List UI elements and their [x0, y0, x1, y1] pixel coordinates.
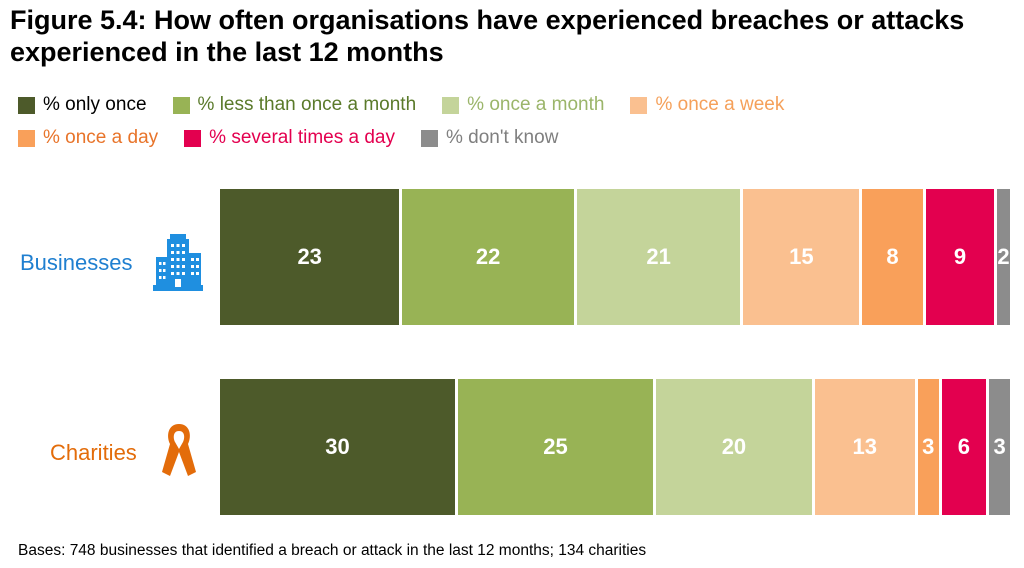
legend-swatch — [18, 129, 35, 147]
bar-value-label: 2 — [997, 244, 1010, 269]
legend-swatch — [18, 96, 35, 114]
bar-segment-businesses-several-times-a-day: 9 — [925, 189, 995, 325]
chart-title: Figure 5.4: How often organisations have… — [10, 5, 965, 67]
bar-row-businesses: 23 22 21 15 8 9 2 — [220, 189, 1013, 325]
bar-segment-charities-once-a-week: 13 — [814, 379, 915, 515]
bar-segment-businesses-only-once: 23 — [220, 189, 400, 325]
legend-label: % don't know — [446, 127, 559, 148]
bar-segment-businesses-once-a-week: 15 — [743, 189, 860, 325]
legend-row-1: % only once % less than once a month % o… — [18, 94, 810, 116]
awareness-ribbon-icon — [162, 424, 196, 476]
bar-value-label: 8 — [886, 244, 899, 269]
legend-swatch — [421, 129, 438, 147]
bar-segment-charities-once-a-day: 3 — [917, 379, 939, 515]
footnote: Bases: 748 businesses that identified a … — [18, 542, 647, 559]
bar-value-label: 15 — [789, 244, 814, 269]
legend-item-once-a-day: % once a day — [18, 127, 158, 149]
bar-value-label: 23 — [297, 244, 322, 269]
legend-item-once-a-week: % once a week — [630, 94, 784, 116]
bar-segment-charities-don-t-know: 3 — [989, 379, 1010, 515]
legend-swatch — [630, 96, 648, 114]
legend-item-less-than-once-a-month: % less than once a month — [172, 94, 417, 116]
legend-item-only-once: % only once — [18, 94, 147, 116]
bar-segment-businesses-once-a-month: 21 — [576, 189, 741, 325]
legend-item-dont-know: % don't know — [421, 127, 558, 149]
bar-value-label: 20 — [721, 434, 747, 459]
bar-value-label: 9 — [953, 244, 967, 269]
bar-segment-charities-several-times-a-day: 6 — [941, 379, 987, 515]
bar-segment-businesses-less-than-once-a-month: 22 — [402, 189, 574, 325]
bar-segment-charities-less-than-once-a-month: 25 — [457, 379, 654, 515]
legend-item-once-a-month: % once a month — [442, 94, 604, 116]
legend-label: % several times a day — [209, 127, 395, 148]
bar-row-charities: 30 25 20 13 3 6 3 — [220, 379, 1013, 515]
legend-label: % once a month — [467, 94, 605, 115]
legend-label: % only once — [43, 94, 147, 115]
legend-row-2: % once a day % several times a day % don… — [18, 127, 584, 149]
bar-value-label: 3 — [993, 434, 1006, 459]
bar-value-label: 30 — [325, 434, 350, 459]
legend-item-several-times-a-day: % several times a day — [184, 127, 395, 149]
bar-value-label: 3 — [922, 434, 935, 459]
bar-segment-charities-only-once: 30 — [220, 379, 455, 515]
category-label-businesses: Businesses — [20, 250, 133, 275]
bar-segment-businesses-once-a-day: 8 — [862, 189, 923, 325]
legend-label: % once a day — [43, 127, 159, 148]
bar-value-label: 22 — [475, 244, 501, 269]
legend-label: % once a week — [655, 94, 785, 115]
bar-segment-businesses-don-t-know: 2 — [997, 189, 1010, 325]
legend-swatch — [172, 96, 190, 114]
legend-label: % less than once a month — [197, 94, 417, 115]
bar-segment-charities-once-a-month: 20 — [656, 379, 812, 515]
legend-swatch — [184, 129, 202, 147]
bar-value-label: 13 — [852, 434, 878, 459]
category-label-charities: Charities — [50, 440, 137, 465]
bar-value-label: 21 — [646, 244, 671, 269]
office-building-icon — [153, 234, 203, 291]
legend-swatch — [442, 96, 460, 114]
bar-value-label: 25 — [543, 434, 568, 459]
bar-value-label: 6 — [957, 434, 971, 459]
